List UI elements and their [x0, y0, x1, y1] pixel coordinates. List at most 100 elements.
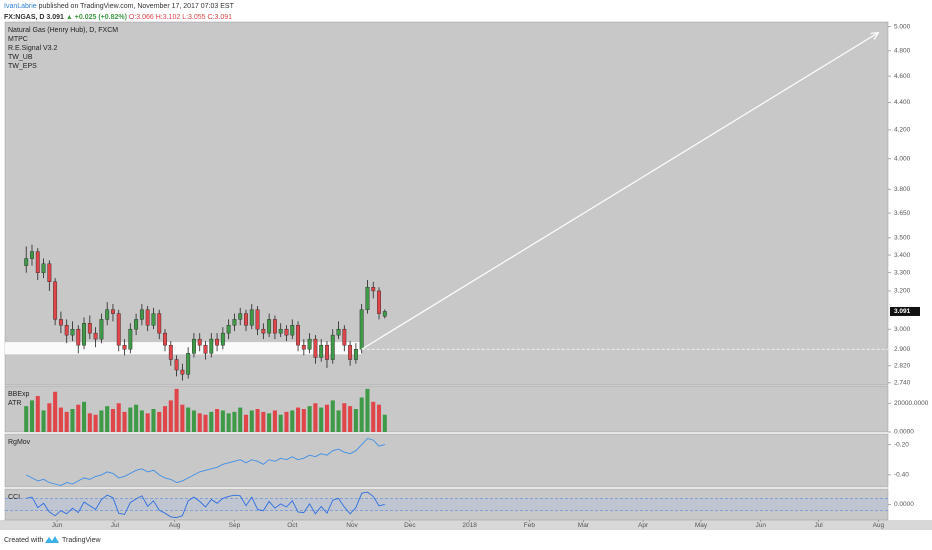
y-tick-label: 3.200 [894, 288, 911, 295]
candle-body [348, 344, 353, 360]
candle-body [272, 319, 277, 334]
candle-body [99, 319, 104, 340]
volume-bar [157, 411, 162, 432]
change: ▲ +0.025 (+0.82%) [66, 14, 127, 21]
ohlc: O:3.066 H:3.102 L:3.055 C:3.091 [129, 14, 232, 21]
candle-body [261, 328, 266, 334]
candle-body [226, 325, 231, 334]
candle-body [359, 309, 364, 350]
candle-body [30, 251, 34, 259]
volume-bar [226, 413, 231, 432]
candle-body [47, 263, 52, 282]
candle-body [93, 332, 98, 340]
volume-bar [134, 404, 139, 432]
footer-brand[interactable]: TradingView [62, 537, 101, 544]
x-tick-label: Apr [638, 522, 649, 529]
candle-body [145, 309, 150, 326]
pane [4, 488, 889, 521]
volume-bar [261, 411, 266, 432]
candle-body [134, 319, 139, 330]
candle-body [382, 311, 387, 317]
candle-body [336, 328, 341, 336]
symbol-line: FX:NGAS, D 3.091 ▲ +0.025 (+0.82%) O:3.0… [4, 14, 232, 21]
candle-body [174, 359, 179, 371]
volume-bar [215, 409, 220, 432]
volume-bar [93, 414, 98, 432]
candle-body [220, 332, 225, 346]
volume-bar [296, 407, 301, 432]
candle-body [53, 281, 58, 320]
legend-entry: TW_EPS [8, 63, 37, 70]
y-tick-label: 20000.0000 [894, 400, 929, 407]
legend-entry: Natural Gas (Henry Hub), D, FXCM [8, 27, 118, 34]
candle-body [325, 344, 329, 360]
candle-body [116, 313, 121, 346]
x-tick-label: Jun [756, 522, 767, 529]
volume-bar [278, 414, 283, 432]
volume-bar [382, 414, 387, 432]
volume-bar [168, 400, 173, 432]
indicator-line [26, 491, 385, 518]
candle-body [197, 338, 202, 346]
legend-entry: ATR [8, 400, 21, 407]
x-tick-label: Nov [346, 522, 358, 529]
candle-body [64, 325, 69, 336]
volume-bar [186, 407, 191, 432]
legend-entry: TW_UB [8, 54, 33, 61]
candle-body [249, 309, 254, 326]
volume-bar [116, 403, 121, 432]
legend-entry: MTPC [8, 36, 28, 43]
x-tick-label: Jun [52, 522, 63, 529]
last-price-label: 3.091 [894, 308, 911, 315]
indicator-line [25, 437, 385, 486]
candle-body [168, 344, 173, 360]
volume-bar [105, 406, 110, 432]
volume-bar [128, 407, 133, 432]
volume-bar [99, 410, 104, 432]
x-tick-label: Jul [111, 522, 120, 529]
candle-body [278, 328, 283, 334]
candle-body [87, 323, 92, 334]
price-line-box [890, 344, 920, 354]
x-tick-label: Mar [578, 522, 590, 529]
author[interactable]: IvanLabrie [4, 3, 37, 10]
volume-bar [203, 414, 208, 432]
volume-bar [301, 409, 306, 432]
x-tick-label: Oct [287, 522, 297, 529]
y-tick-label: 3.500 [894, 235, 911, 242]
volume-bar [330, 400, 335, 432]
volume-bar [307, 406, 312, 432]
x-tick-label: Sep [229, 522, 241, 529]
y-tick-label: 3.400 [894, 252, 911, 259]
candle-body [41, 263, 46, 273]
candle-body [122, 344, 127, 350]
candle-body [255, 309, 260, 330]
candle-body [58, 319, 63, 326]
y-tick-label: 2.740 [894, 380, 911, 387]
y-tick-label: 3.650 [894, 210, 911, 217]
volume-bar [139, 410, 144, 432]
volume-bar [249, 410, 254, 432]
volume-bar [376, 404, 382, 432]
header-line: IvanLabrie published on TradingView.com,… [4, 3, 235, 10]
legend-entry: CCI [8, 494, 20, 501]
volume-bar [47, 403, 52, 432]
candle-body [353, 349, 358, 360]
volume-bar [197, 413, 202, 432]
candle-body [365, 287, 370, 310]
y-tick-label: -0.20 [894, 441, 909, 448]
volume-bar [24, 406, 29, 432]
trend-arrow [361, 33, 879, 350]
legend-entry: BBExp [8, 391, 30, 398]
candle-body [192, 338, 196, 354]
volume-bar [174, 388, 179, 432]
volume-bar [110, 409, 115, 432]
volume-bar [284, 411, 289, 432]
candle-body [319, 344, 324, 358]
y-tick-label: 3.000 [894, 326, 911, 333]
candle-body [151, 313, 156, 326]
candle-body [244, 313, 248, 326]
y-tick-label: -0.40 [894, 472, 909, 479]
volume-bar [145, 413, 150, 432]
candle-body [215, 338, 220, 346]
